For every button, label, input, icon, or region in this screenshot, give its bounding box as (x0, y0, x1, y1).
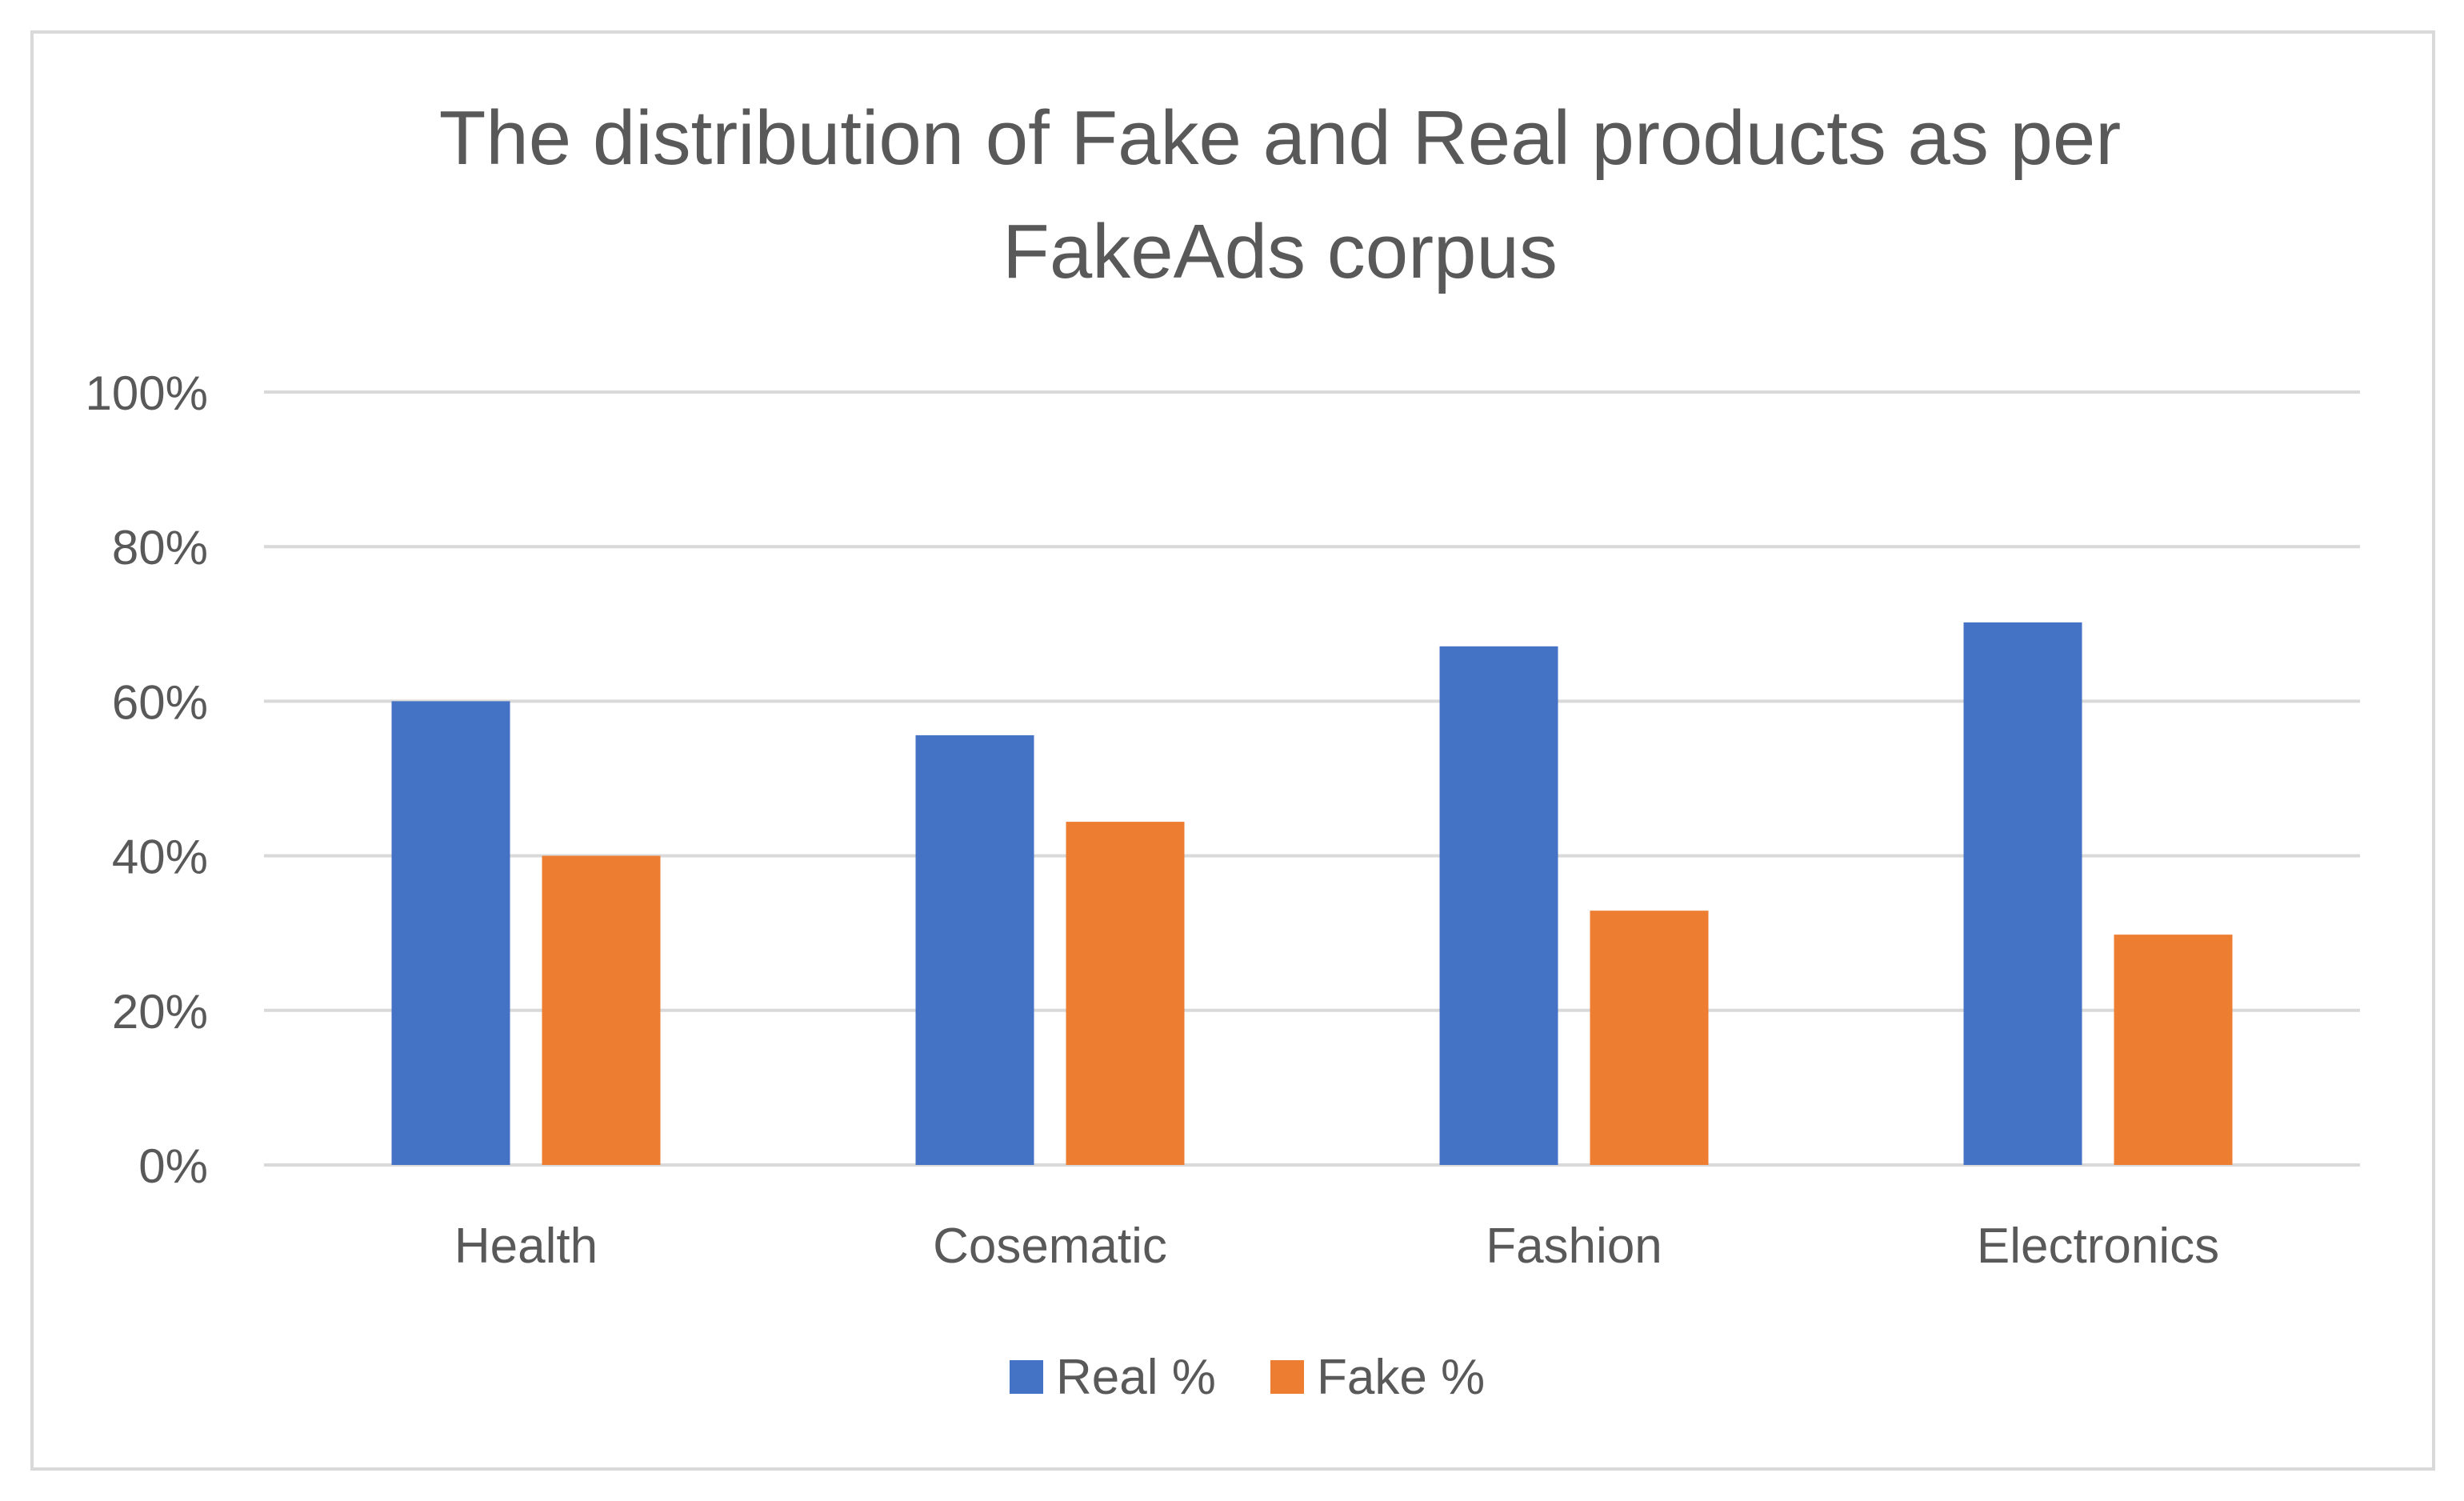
y-tick-label: 60% (112, 675, 208, 729)
x-axis-ticks: Health Cosematic Fashion Electronics (454, 1219, 2219, 1274)
y-tick-label: 100% (86, 366, 208, 420)
bar-fashion-real (1439, 646, 1558, 1165)
bar-electronics-real (1963, 622, 2082, 1165)
x-tick-label: Electronics (1977, 1219, 2219, 1274)
legend: Real % Fake % (1010, 1350, 1485, 1405)
bar-health-real (391, 701, 510, 1165)
legend-label-fake: Fake % (1317, 1350, 1485, 1405)
bar-electronics-fake (2114, 935, 2233, 1165)
y-axis-ticks: 0% 20% 40% 60% 80% 100% (86, 366, 208, 1193)
bar-cosematic-fake (1066, 822, 1185, 1165)
bar-health-fake (542, 855, 661, 1165)
x-tick-label: Health (454, 1219, 598, 1274)
chart-title-line-1: The distribution of Fake and Real produc… (439, 95, 2121, 181)
bar-cosematic-real (915, 734, 1034, 1165)
y-tick-label: 0% (138, 1139, 208, 1193)
legend-swatch-real (1010, 1360, 1043, 1394)
bar-fashion-fake (1590, 911, 1709, 1165)
legend-swatch-fake (1270, 1360, 1304, 1394)
x-tick-label: Cosematic (933, 1219, 1167, 1274)
y-tick-label: 80% (112, 521, 208, 574)
y-tick-label: 40% (112, 831, 208, 884)
legend-label-real: Real % (1056, 1350, 1216, 1405)
x-tick-label: Fashion (1486, 1219, 1662, 1274)
chart-title-line-2: FakeAds corpus (1002, 209, 1558, 294)
bars (391, 622, 2233, 1165)
y-tick-label: 20% (112, 985, 208, 1039)
